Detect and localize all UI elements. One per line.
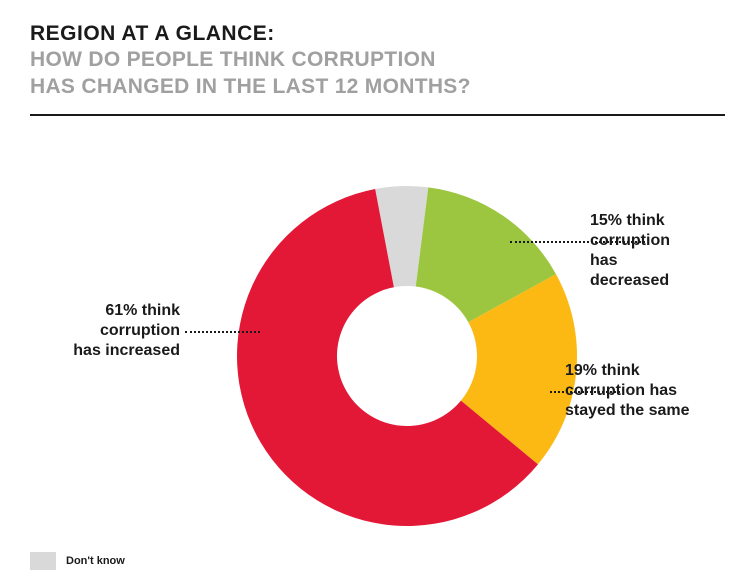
title-sub-line1: HOW DO PEOPLE THINK CORRUPTION	[30, 48, 436, 71]
label-decreased: 15% think corruption has decreased	[590, 211, 700, 291]
label-decreased-text: 15% think corruption has decreased	[590, 212, 670, 289]
label-increased: 61% think corruption has increased	[60, 301, 180, 361]
legend-swatch-dontknow	[30, 552, 56, 570]
title-sub-line2: HAS CHANGED IN THE LAST 12 MONTHS?	[30, 75, 471, 98]
leader-decreased	[510, 241, 645, 243]
label-increased-text: 61% think corruption has increased	[73, 302, 180, 359]
title-main: REGION AT A GLANCE:	[30, 20, 725, 47]
leader-stayed-same	[550, 391, 620, 393]
title-sub: HOW DO PEOPLE THINK CORRUPTION HAS CHANG…	[30, 47, 725, 100]
donut-chart: 61% think corruption has increased 15% t…	[30, 156, 725, 576]
leader-increased	[185, 331, 260, 333]
legend-label-dontknow: Don't know	[66, 555, 125, 567]
header-divider	[30, 114, 725, 116]
legend: Don't know	[30, 552, 125, 570]
